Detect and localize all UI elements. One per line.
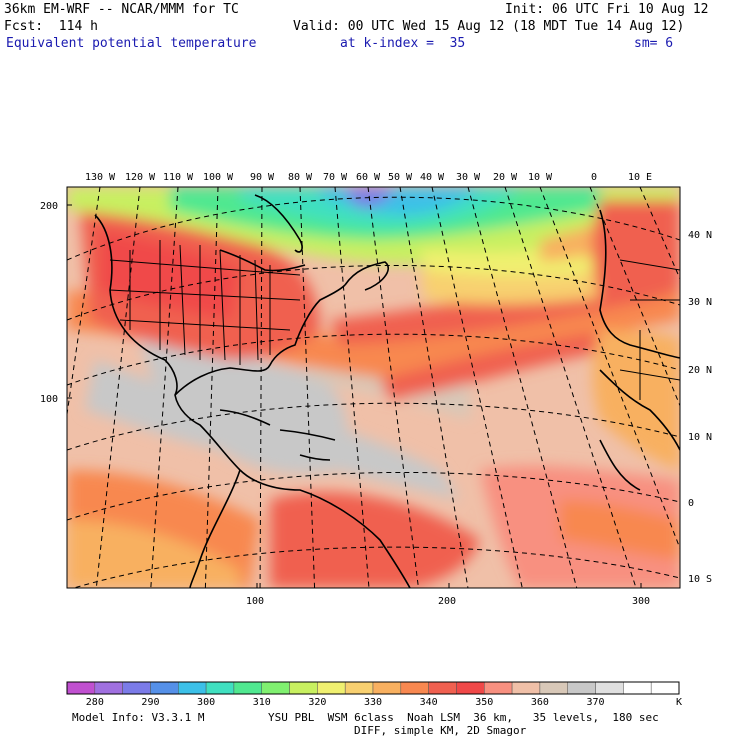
colorbar-label: 350 <box>475 697 493 708</box>
model-title: 36km EM-WRF -- NCAR/MMM for TC <box>4 2 239 17</box>
latitude-label: 10 S <box>688 574 712 585</box>
colorbar-swatch <box>178 681 207 695</box>
latitude-label: 40 N <box>688 230 712 241</box>
colorbar-swatch <box>428 681 457 695</box>
colorbar-label: 280 <box>86 697 104 708</box>
colorbar-swatch <box>623 681 652 695</box>
colorbar-swatch <box>511 681 541 695</box>
colorbar-swatch <box>484 681 513 695</box>
longitude-label: 0 <box>591 172 597 183</box>
colorbar-label: 310 <box>253 697 271 708</box>
colorbar-labels: 280 290 300 310 320 330 340 350 360 370 <box>86 697 605 708</box>
bottom-grid-label: 300 <box>632 596 650 607</box>
colorbar-label: 290 <box>141 697 159 708</box>
longitude-labels: 130 W 120 W 110 W 100 W 90 W 80 W 70 W 60 W 50 W… <box>85 172 652 183</box>
forecast-hour: Fcst: 114 h <box>4 19 98 34</box>
colorbar-swatch <box>400 681 429 695</box>
diffusion-info: DIFF, simple KM, 2D Smagor <box>354 724 527 737</box>
longitude-label: 130 W <box>85 172 116 183</box>
longitude-label: 10 E <box>628 172 652 183</box>
colorbar-swatch <box>595 681 624 695</box>
longitude-label: 120 W <box>125 172 156 183</box>
longitude-label: 20 W <box>493 172 518 183</box>
colorbar-swatch <box>261 681 290 695</box>
colorbar-swatch <box>372 681 402 695</box>
valid-time: Valid: 00 UTC Wed 15 Aug 12 (18 MDT Tue … <box>293 19 685 34</box>
coastlines <box>94 194 680 588</box>
level-info: at k-index = 35 <box>340 36 466 51</box>
bottom-grid-label: 100 <box>246 596 264 607</box>
longitude-label: 110 W <box>163 172 194 183</box>
theta-e-field <box>67 187 680 588</box>
political-borders <box>109 240 680 400</box>
model-info: Model Info: V3.3.1 M <box>72 711 205 724</box>
colorbar-unit: K <box>676 697 682 708</box>
colorbar-swatch <box>150 681 179 695</box>
colorbar-label: 300 <box>197 697 215 708</box>
colorbar-swatch <box>122 681 151 695</box>
grid-ticks <box>67 204 642 588</box>
longitude-label: 70 W <box>323 172 348 183</box>
longitude-label: 30 W <box>456 172 481 183</box>
longitude-label: 10 W <box>528 172 553 183</box>
colorbar-swatch <box>289 681 318 695</box>
colorbar-label: 370 <box>587 697 605 708</box>
map-frame <box>66 186 681 589</box>
colorbar-swatch <box>66 681 96 695</box>
colorbar-swatch <box>233 681 262 695</box>
latitude-label: 0 <box>688 498 694 509</box>
longitude-label: 60 W <box>356 172 381 183</box>
colorbar-swatch <box>205 681 235 695</box>
colorbar-label: 320 <box>308 697 326 708</box>
colorbar-label: 330 <box>364 697 382 708</box>
colorbar-label: 340 <box>420 697 438 708</box>
colorbar-label: 360 <box>531 697 549 708</box>
left-grid-label: 200 <box>40 201 58 212</box>
latitude-labels: 40 N 30 N 20 N 10 N 0 10 S <box>688 230 712 585</box>
longitude-label: 90 W <box>250 172 275 183</box>
latitude-label: 20 N <box>688 365 712 376</box>
longitude-label: 100 W <box>203 172 234 183</box>
left-grid-label: 100 <box>40 394 58 405</box>
field-name: Equivalent potential temperature <box>6 36 257 51</box>
bottom-grid-label: 200 <box>438 596 456 607</box>
longitude-label: 40 W <box>420 172 445 183</box>
smoothing-info: sm= 6 <box>634 36 674 51</box>
colorbar-swatch <box>567 681 596 695</box>
colorbar-swatch <box>94 681 123 695</box>
colorbar-swatch <box>344 681 374 695</box>
colorbar <box>66 681 680 695</box>
latitude-label: 10 N <box>688 432 712 443</box>
colorbar-swatch <box>317 681 346 695</box>
colorbar-border <box>66 681 680 695</box>
init-time: Init: 06 UTC Fri 10 Aug 12 <box>505 2 709 17</box>
colorbar-swatch <box>456 681 485 695</box>
longitude-label: 80 W <box>288 172 313 183</box>
latitude-label: 30 N <box>688 297 712 308</box>
colorbar-swatch <box>650 681 680 695</box>
graticule <box>67 187 680 588</box>
colorbar-swatch <box>539 681 568 695</box>
longitude-label: 50 W <box>388 172 413 183</box>
physics-info: YSU PBL WSM 6class Noah LSM 36 km, 35 le… <box>268 711 659 724</box>
